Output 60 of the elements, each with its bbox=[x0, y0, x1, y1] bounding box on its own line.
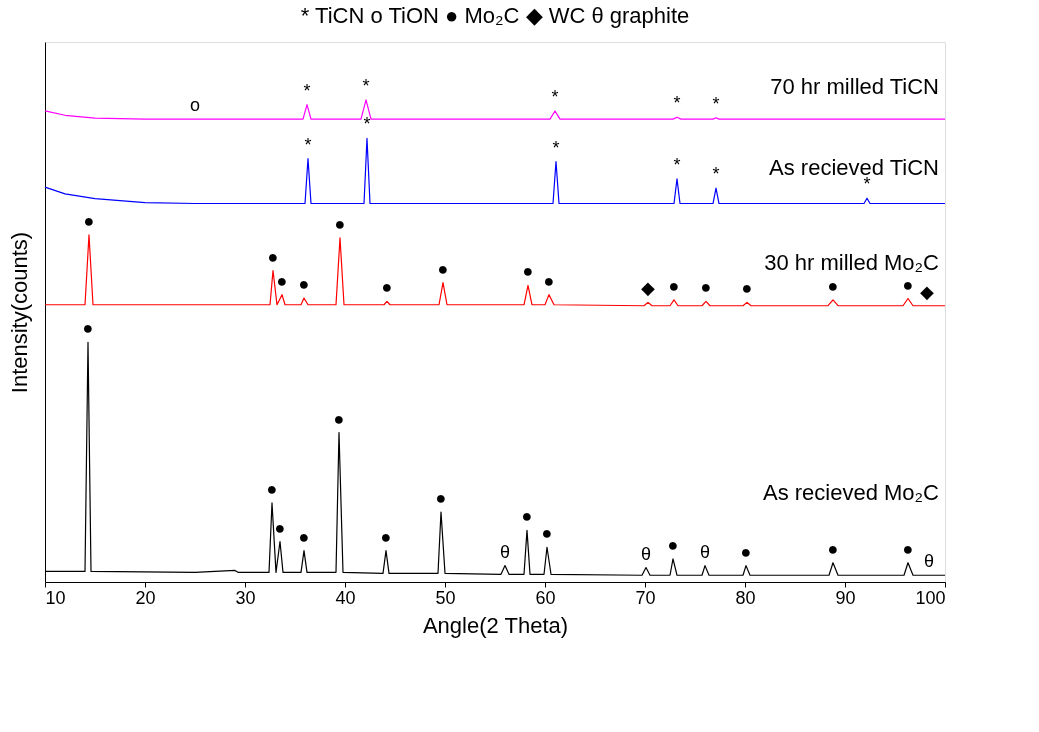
annotation: ● bbox=[668, 275, 680, 296]
annotation: ● bbox=[541, 523, 553, 544]
annotation: ● bbox=[380, 526, 392, 547]
x-tick-label: 40 bbox=[335, 587, 356, 608]
x-tick-label: 80 bbox=[735, 587, 756, 608]
x-tick-label: 90 bbox=[835, 587, 856, 608]
annotation: ● bbox=[83, 210, 95, 231]
annotation: ● bbox=[298, 526, 310, 547]
annotation: o bbox=[189, 95, 201, 116]
series-label: 30 hr milled Mo₂C bbox=[764, 249, 940, 275]
annotation: ● bbox=[276, 270, 288, 291]
annotation: θ bbox=[640, 543, 652, 564]
text: As recieved Mo₂C bbox=[762, 480, 940, 506]
annotation: ● bbox=[902, 538, 914, 559]
annotation: ● bbox=[266, 478, 278, 499]
x-tick-label: 50 bbox=[435, 587, 456, 608]
annotation: ● bbox=[667, 534, 679, 555]
annotation: ● bbox=[521, 506, 533, 527]
annotation: * bbox=[304, 134, 312, 155]
annotation: ● bbox=[827, 275, 839, 296]
y-axis-title: Intensity(counts) bbox=[6, 231, 32, 394]
annotation: * bbox=[712, 164, 720, 185]
annotation: ● bbox=[82, 318, 94, 339]
annotation: * bbox=[363, 114, 371, 135]
annotation: ● bbox=[267, 246, 279, 267]
annotation: ● bbox=[381, 277, 393, 298]
x-tick-label: 100 bbox=[915, 587, 946, 608]
x-tick-label: 10 bbox=[45, 587, 66, 608]
annotation: ● bbox=[334, 213, 346, 234]
annotation: * bbox=[712, 93, 720, 114]
x-tick-label: 30 bbox=[235, 587, 256, 608]
annotation: ● bbox=[827, 538, 839, 559]
annotation: ● bbox=[274, 517, 286, 538]
annotation: * bbox=[552, 137, 560, 158]
annotation: * bbox=[673, 93, 681, 114]
annotation: θ bbox=[499, 541, 511, 562]
annotation: ◆ bbox=[920, 281, 934, 302]
x-tick-label: 70 bbox=[635, 587, 656, 608]
annotation: θ bbox=[923, 551, 935, 572]
x-tick-label: 60 bbox=[535, 587, 556, 608]
annotation: * bbox=[673, 154, 681, 175]
annotation: ● bbox=[902, 274, 914, 295]
x-axis-title: Angle(2 Theta) bbox=[422, 612, 569, 638]
annotation: ● bbox=[543, 270, 555, 291]
annotation: ● bbox=[298, 274, 310, 295]
annotation: ◆ bbox=[641, 278, 655, 299]
annotation: θ bbox=[699, 541, 711, 562]
annotation: ● bbox=[700, 277, 712, 298]
annotation: ● bbox=[333, 408, 345, 429]
annotation: ● bbox=[522, 261, 534, 282]
series-label: 70 hr milled TiCN bbox=[770, 73, 939, 99]
annotation: ● bbox=[437, 258, 449, 279]
x-tick-label: 20 bbox=[135, 587, 156, 608]
annotation: ● bbox=[740, 541, 752, 562]
annotation: ● bbox=[435, 488, 447, 509]
text: * TiCN o TiON ● Mo₂C ◆ WC θ graphite bbox=[300, 3, 690, 28]
annotation: * bbox=[551, 86, 559, 107]
annotation: * bbox=[362, 75, 370, 96]
annotation: ● bbox=[741, 278, 753, 299]
annotation: * bbox=[303, 80, 311, 101]
